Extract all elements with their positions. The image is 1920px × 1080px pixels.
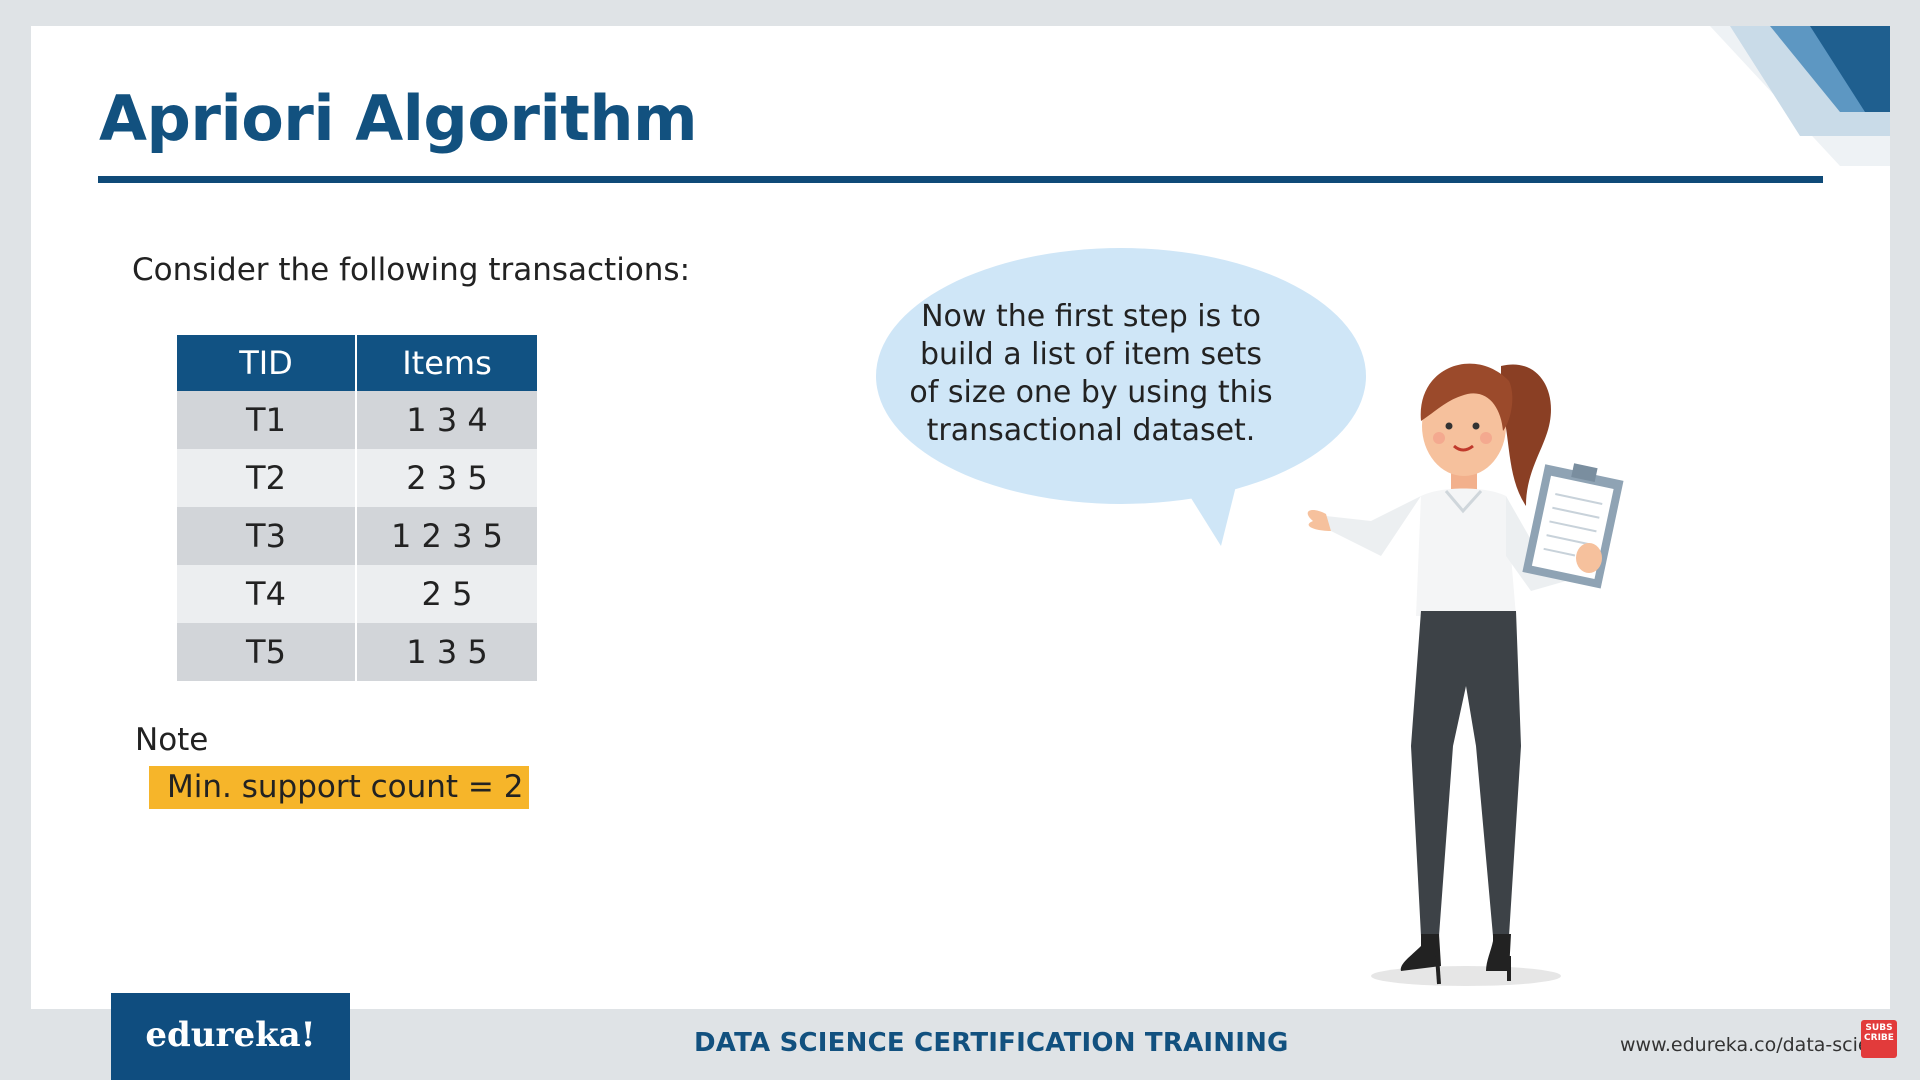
tid-cell: T5 [177,623,357,681]
woman-with-clipboard-icon [1307,363,1624,986]
intro-text: Consider the following transactions: [132,252,691,288]
footer-title: DATA SCIENCE CERTIFICATION TRAINING [694,1028,1289,1058]
tid-cell: T3 [177,507,357,565]
table-header-row: TID Items [177,335,537,391]
table-row: T5 1 3 5 [177,623,537,681]
table-row: T1 1 3 4 [177,391,537,449]
speech-bubble [876,248,1366,546]
slide: Apriori Algorithm Consider the following… [31,26,1890,1009]
title-underline [98,176,1823,183]
items-cell: 1 3 5 [356,623,537,681]
items-cell: 1 2 3 5 [356,507,537,565]
header-tid: TID [177,335,357,391]
note-label: Note [135,722,209,758]
subscribe-button[interactable]: SUBS CRIBE [1861,1020,1897,1058]
header-items: Items [356,335,537,391]
transactions-table: TID Items T1 1 3 4 T2 2 3 5 T3 1 2 3 5 T… [177,335,537,681]
tid-cell: T4 [177,565,357,623]
table-row: T3 1 2 3 5 [177,507,537,565]
note-highlight: Min. support count = 2 [149,766,529,809]
footer-url[interactable]: www.edureka.co/data-science [1620,1034,1865,1056]
tid-cell: T1 [177,391,357,449]
speech-text: Now the first step is to build a list of… [909,299,1273,448]
items-cell: 2 3 5 [356,449,537,507]
items-cell: 2 5 [356,565,537,623]
table-row: T2 2 3 5 [177,449,537,507]
edureka-logo[interactable]: edureka! [111,993,350,1080]
table-row: T4 2 5 [177,565,537,623]
items-cell: 1 3 4 [356,391,537,449]
tid-cell: T2 [177,449,357,507]
corner-stripes-icon [1710,26,1890,166]
page-title: Apriori Algorithm [99,82,698,155]
